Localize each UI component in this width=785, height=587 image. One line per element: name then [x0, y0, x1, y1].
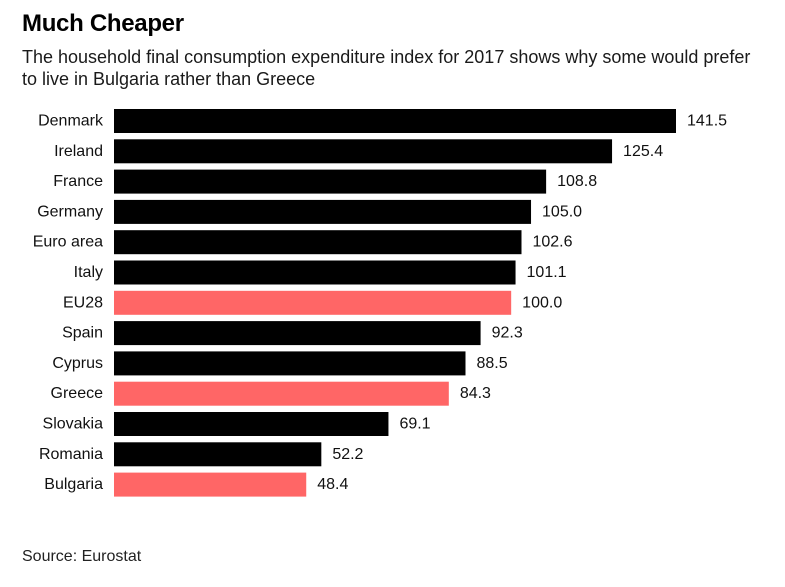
bar-germany [114, 199, 532, 224]
bar-france [114, 169, 547, 194]
bar-bulgaria [114, 472, 307, 497]
category-label-spain: Spain [62, 325, 103, 342]
chart-subtitle: The household final consumption expendit… [22, 47, 751, 89]
bar-italy [114, 260, 516, 285]
value-label-cyprus: 88.5 [476, 355, 507, 372]
category-label-france: France [53, 173, 103, 190]
category-label-cyprus: Cyprus [52, 355, 103, 372]
category-label-greece: Greece [51, 385, 104, 402]
value-label-euro-area: 102.6 [532, 234, 572, 251]
category-label-slovakia: Slovakia [43, 416, 104, 433]
bar-greece [114, 381, 449, 406]
bar-slovakia [114, 412, 389, 436]
bar-romania [114, 442, 322, 467]
source-note: Source: Eurostat [22, 548, 142, 565]
value-label-eu28: 100.0 [522, 294, 562, 311]
bar-cyprus [114, 351, 466, 376]
value-label-ireland: 125.4 [623, 143, 663, 160]
category-label-euro-area: Euro area [33, 234, 103, 251]
value-label-denmark: 141.5 [687, 113, 727, 130]
category-label-romania: Romania [39, 446, 103, 463]
value-label-france: 108.8 [557, 173, 597, 190]
value-label-bulgaria: 48.4 [317, 476, 348, 493]
category-label-italy: Italy [74, 264, 103, 281]
category-label-eu28: EU28 [63, 294, 103, 311]
bar-eu28 [114, 290, 512, 315]
bar-ireland [114, 139, 613, 164]
value-label-italy: 101.1 [527, 264, 567, 281]
category-label-ireland: Ireland [54, 143, 103, 160]
chart-title: Much Cheaper [22, 10, 184, 37]
bar-euro-area [114, 230, 522, 255]
value-label-greece: 84.3 [460, 385, 491, 402]
category-label-bulgaria: Bulgaria [44, 476, 103, 493]
value-label-germany: 105.0 [542, 203, 582, 220]
category-label-germany: Germany [37, 203, 103, 220]
bar-denmark [114, 109, 676, 133]
category-label-denmark: Denmark [38, 113, 104, 130]
value-label-slovakia: 69.1 [399, 416, 430, 433]
value-label-romania: 52.2 [332, 446, 363, 463]
value-label-spain: 92.3 [492, 325, 523, 342]
bar-spain [114, 321, 481, 346]
